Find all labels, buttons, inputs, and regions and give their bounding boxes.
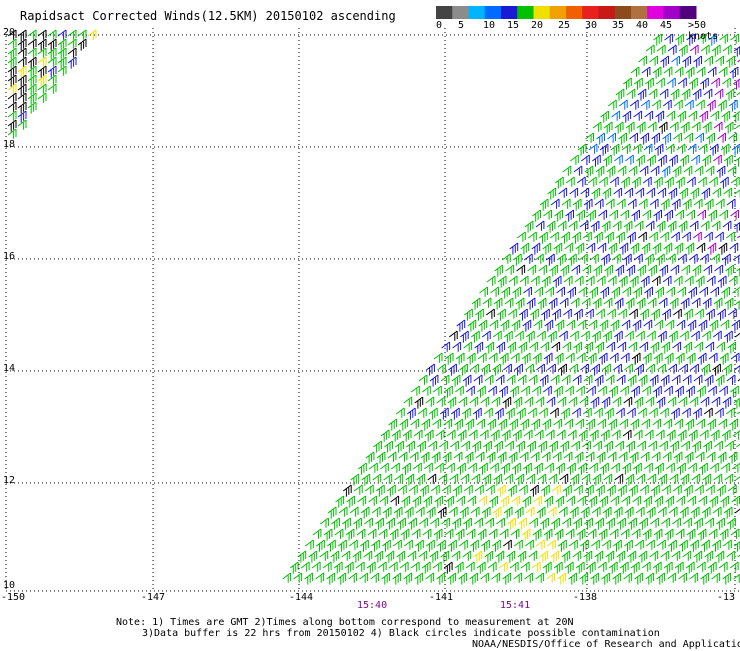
lon-tick-147: -147 xyxy=(141,592,166,603)
lat-tick-20: 20 xyxy=(3,27,16,38)
wind-barb-group xyxy=(7,29,740,574)
lon-tick-138: -138 xyxy=(573,592,598,603)
lon-tick-144: -144 xyxy=(289,592,314,603)
colorbar-swatch xyxy=(566,6,583,19)
colorbar-swatch xyxy=(631,6,648,19)
colorbar-label: 5 xyxy=(458,20,465,31)
colorbar-label: >50 knots xyxy=(688,20,719,42)
colorbar-label: 30 xyxy=(585,20,598,31)
colorbar-label: 45 xyxy=(660,20,673,31)
wind-barb-group xyxy=(17,29,740,420)
colorbar-swatch xyxy=(582,6,599,19)
colorbar-swatch xyxy=(549,6,567,19)
colorbar-swatch xyxy=(598,6,616,19)
colorbar-label: 40 xyxy=(636,20,649,31)
lat-tick-14: 14 xyxy=(3,363,16,374)
note-line-1: Note: 1) Times are GMT 2)Times along bot… xyxy=(116,617,574,628)
colorbar-swatch xyxy=(484,6,502,19)
lon-tick-135: -13 xyxy=(717,592,736,603)
colorbar-swatch xyxy=(663,6,681,19)
lon-tick-141: -141 xyxy=(429,592,454,603)
colorbar-swatch xyxy=(517,6,534,19)
lat-tick-10: 10 xyxy=(3,580,16,591)
colorbar-swatch xyxy=(533,6,551,19)
map-grid xyxy=(5,28,740,592)
colorbar-label: 20 xyxy=(531,20,544,31)
map-title: Rapidsact Corrected Winds(12.5KM) 201501… xyxy=(20,9,396,23)
wind-barb-group xyxy=(588,33,740,178)
colorbar-swatch xyxy=(679,6,697,19)
colorbar-label: 25 xyxy=(558,20,571,31)
colorbar-swatch xyxy=(647,6,664,19)
lat-tick-18: 18 xyxy=(3,139,16,150)
colorbar-label: 10 xyxy=(483,20,496,31)
note-line-3: NOAA/NESDIS/Office of Research and Appli… xyxy=(472,639,740,650)
colorbar-swatch xyxy=(501,6,518,19)
colorbar xyxy=(436,6,697,19)
note-line-2: 3)Data buffer is 22 hrs from 20150102 4)… xyxy=(142,628,660,639)
lat-tick-12: 12 xyxy=(3,475,16,486)
time-label-1541: 15:41 xyxy=(500,600,531,611)
colorbar-swatch xyxy=(436,6,453,19)
lon-tick-150: -150 xyxy=(1,592,26,603)
wind-barb-group xyxy=(7,29,567,585)
colorbar-label: 35 xyxy=(612,20,625,31)
wind-barb-group xyxy=(689,44,740,255)
wind-barbs xyxy=(7,29,740,585)
colorbar-swatch xyxy=(452,6,469,19)
lat-tick-16: 16 xyxy=(3,251,16,262)
colorbar-swatch xyxy=(614,6,632,19)
colorbar-label: 0 xyxy=(436,20,443,31)
time-label-1540: 15:40 xyxy=(357,600,388,611)
wind-barb-group xyxy=(7,29,740,585)
colorbar-swatch xyxy=(468,6,486,19)
colorbar-label: 15 xyxy=(507,20,520,31)
